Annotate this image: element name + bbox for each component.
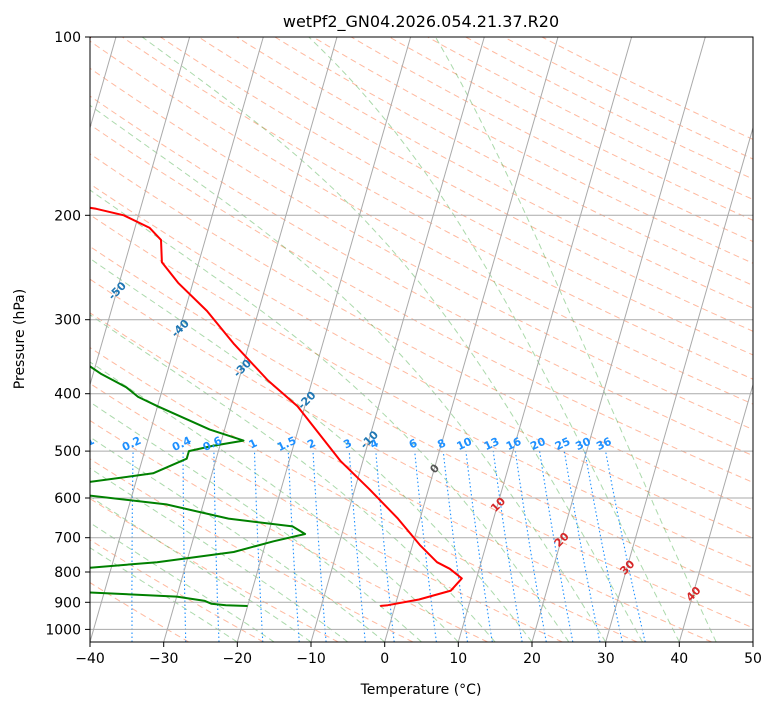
y-tick-label: 100: [54, 30, 81, 46]
grid: [90, 37, 753, 642]
moist-adiabat: [90, 314, 496, 642]
isotherm: [384, 37, 559, 642]
mixing-ratio-line: [442, 451, 469, 642]
mixing-ratio-label: 13: [482, 435, 501, 453]
isotherm: [163, 37, 338, 642]
dry-adiabat: [426, 37, 753, 201]
mixing-ratio-label: 36: [594, 435, 614, 453]
x-tick-label: 50: [744, 651, 762, 667]
dry-adiabat: [312, 37, 753, 264]
moist-adiabat: [141, 37, 643, 642]
mixing-ratio-line: [584, 451, 623, 642]
moist-adiabat: [90, 257, 533, 642]
dry-adiabat: [90, 419, 488, 642]
x-tick-label: −10: [296, 651, 326, 667]
dry-adiabat: [235, 37, 753, 309]
x-axis-label: Temperature (°C): [360, 682, 482, 698]
mixing-ratio-label: 16: [504, 435, 524, 453]
isotherm: [90, 37, 264, 642]
dewpoint-profile: [90, 365, 307, 607]
dry-adiabat: [90, 312, 712, 642]
dry-adiabat: [90, 214, 753, 568]
x-tick-label: −40: [75, 651, 105, 667]
dry-adiabat: [273, 37, 753, 286]
dry-adiabat: [350, 37, 753, 243]
chart-title: wetPf2_GN04.2026.054.21.37.R20: [283, 12, 559, 32]
mixing-ratio-label: 25: [553, 435, 572, 453]
temperature-profile: [90, 37, 463, 607]
dry-adiabat: [464, 37, 753, 180]
plot-frame: [89, 36, 754, 643]
x-tick-label: −20: [223, 651, 253, 667]
x-tick-label: 40: [670, 651, 688, 667]
y-tick-label: 300: [54, 313, 81, 329]
isotherm: [678, 382, 753, 642]
isotherm: [236, 37, 412, 642]
x-tick-label: 10: [449, 651, 467, 667]
moist-adiabat: [308, 37, 680, 642]
y-tick-label: 1000: [45, 622, 81, 638]
moist-adiabat: [90, 401, 422, 642]
y-axis-label: Pressure (hPa): [12, 289, 28, 389]
y-tick-label: 200: [54, 208, 81, 224]
y-tick-label: 600: [54, 491, 81, 507]
moist-adiabat: [90, 467, 349, 642]
y-tick-label: 800: [54, 565, 81, 581]
dry-adiabat: [502, 37, 753, 160]
dry-adiabat: [90, 278, 753, 629]
x-tick-label: 20: [523, 651, 541, 667]
x-tick-label: −30: [149, 651, 179, 667]
moist-adiabat: [90, 104, 607, 642]
x-tick-label: 30: [597, 651, 615, 667]
mixing-ratio-label: 30: [573, 435, 593, 453]
dry-adiabat: [90, 458, 414, 642]
isotherm: [457, 37, 633, 642]
moist-adiabat: [435, 37, 717, 642]
dry-adiabat: [90, 67, 753, 431]
y-tick-label: 700: [54, 531, 81, 547]
y-tick-label: 500: [54, 444, 81, 460]
mixing-ratio-line: [563, 451, 601, 642]
mixing-ratio-line: [414, 451, 437, 642]
y-tick-label: 400: [54, 387, 81, 403]
isotherm: [605, 125, 753, 642]
dry-adiabat: [121, 37, 753, 380]
dry-adiabat: [388, 37, 753, 221]
mixing-ratio-label: 10: [455, 435, 475, 453]
dry-adiabat: [90, 40, 753, 405]
x-tick-label: 0: [380, 651, 389, 667]
mixing-ratio-line: [465, 451, 493, 642]
dry-adiabat: [159, 37, 753, 356]
mixing-ratio-label: 0.1: [73, 434, 96, 454]
mixing-ratio-line: [375, 451, 395, 642]
profiles: [90, 37, 463, 607]
mixing-ratio-line: [348, 451, 366, 642]
isotherm: [531, 37, 706, 642]
isotherm: [310, 37, 485, 642]
isotherm: [90, 37, 191, 387]
mixing-ratio-line: [492, 451, 523, 642]
dry-adiabat: [197, 37, 753, 332]
moist-adiabat: [90, 189, 570, 642]
mixing-ratio-label: 20: [528, 435, 548, 453]
ticks: −40 −30 −20 −10 0 10 20 30 40 50 100 200 300 400 500 60…: [45, 30, 762, 667]
y-tick-label: 900: [54, 595, 81, 611]
